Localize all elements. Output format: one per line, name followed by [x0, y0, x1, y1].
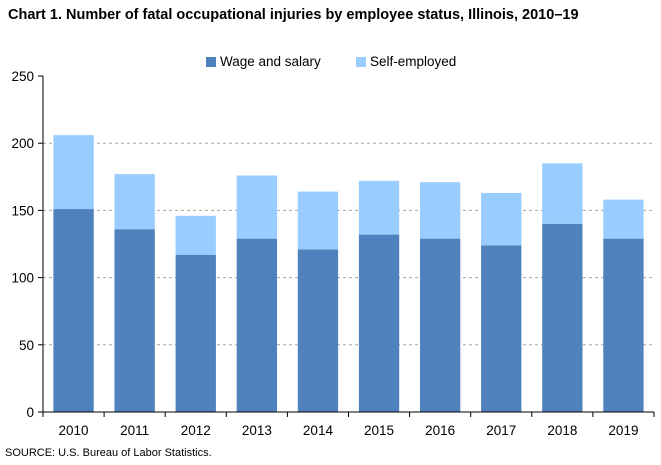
bar-wage-and-salary-2012 [175, 254, 216, 412]
x-tick-label-2014: 2014 [303, 423, 334, 438]
x-tick-label-2012: 2012 [181, 423, 211, 438]
bar-wage-and-salary-2010 [53, 209, 94, 412]
bar-wage-and-salary-2019 [603, 238, 644, 412]
bar-self-employed-2011 [114, 174, 155, 230]
bar-self-employed-2019 [603, 199, 644, 239]
bar-wage-and-salary-2013 [236, 238, 278, 412]
bar-wage-and-salary-2017 [481, 245, 522, 412]
y-tick-label-100: 100 [11, 271, 34, 286]
bar-wage-and-salary-2018 [542, 223, 583, 412]
x-tick-label-2018: 2018 [547, 423, 577, 438]
bar-wage-and-salary-2011 [114, 229, 155, 412]
x-tick-label-2019: 2019 [608, 423, 638, 438]
bar-wage-and-salary-2016 [419, 238, 461, 412]
x-tick-label-2011: 2011 [120, 423, 149, 438]
x-tick-label-2015: 2015 [364, 423, 394, 438]
y-tick-label-50: 50 [19, 338, 34, 353]
legend-swatch-wage-and-salary [206, 56, 216, 67]
bar-wage-and-salary-2014 [297, 249, 339, 412]
chart-title: Chart 1. Number of fatal occupational in… [8, 7, 579, 23]
x-tick-label-2017: 2017 [486, 423, 516, 438]
y-tick-label-250: 250 [11, 69, 34, 84]
bar-wage-and-salary-2015 [358, 234, 400, 412]
bar-self-employed-2016 [419, 182, 461, 239]
x-tick-label-2010: 2010 [59, 423, 89, 438]
bar-self-employed-2018 [542, 163, 583, 224]
y-tick-label-150: 150 [11, 203, 34, 218]
source-note: SOURCE: U.S. Bureau of Labor Statistics. [5, 447, 212, 459]
bar-self-employed-2010 [53, 135, 94, 210]
legend-label-self-employed: Self-employed [370, 54, 457, 69]
bar-self-employed-2014 [297, 191, 339, 250]
bar-self-employed-2012 [175, 215, 216, 255]
legend: Wage and salary Self-employed [0, 54, 661, 72]
bar-self-employed-2017 [481, 192, 522, 246]
y-tick-label-200: 200 [11, 136, 34, 151]
y-tick-label-0: 0 [26, 405, 34, 420]
bar-self-employed-2013 [236, 175, 278, 239]
legend-label-wage-and-salary: Wage and salary [220, 54, 321, 69]
legend-item-self-employed: Self-employed [356, 54, 456, 69]
bar-self-employed-2015 [358, 180, 400, 235]
x-tick-label-2016: 2016 [425, 423, 455, 438]
legend-item-wage-and-salary: Wage and salary [206, 54, 321, 69]
x-tick-label-2013: 2013 [242, 423, 272, 438]
legend-swatch-self-employed [356, 56, 366, 67]
